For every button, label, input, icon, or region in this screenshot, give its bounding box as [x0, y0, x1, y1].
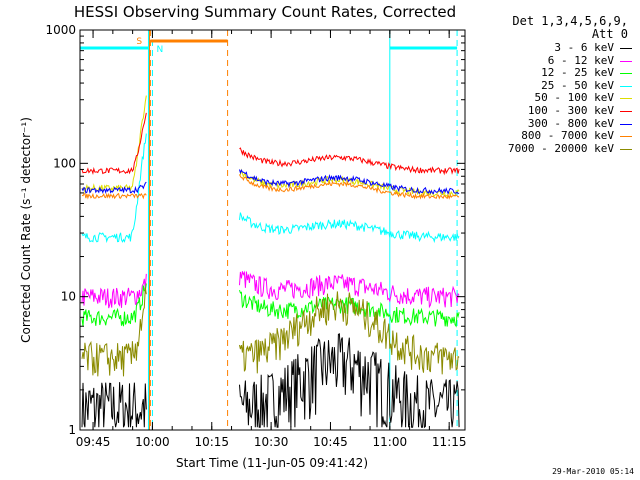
legend-swatch — [620, 148, 632, 150]
series-line-7-segment-1 — [81, 181, 147, 195]
series-line-6-segment-1 — [81, 112, 147, 176]
legend-swatch — [620, 136, 632, 138]
x-tick-label: 11:15 — [432, 435, 467, 449]
x-tick-label: 10:30 — [254, 435, 289, 449]
series-line-5-segment-1 — [81, 95, 147, 194]
legend-header-line-1: Det 1,3,4,5,6,9, — [512, 14, 628, 28]
legend-item-label: 300 - 800 keV — [527, 116, 614, 130]
generated-timestamp: 29-Mar-2010 05:14 — [552, 467, 634, 476]
x-axis-label: Start Time (11-Jun-05 09:41:42) — [176, 456, 368, 470]
legend-item-label: 800 - 7000 keV — [521, 129, 614, 143]
legend-item-label: 12 - 25 keV — [541, 66, 614, 80]
plot-frame — [79, 29, 466, 431]
series-line-8-segment-1 — [81, 192, 147, 200]
legend-swatch — [620, 73, 632, 75]
series-line-1-segment-1 — [81, 382, 147, 428]
legend-swatch — [620, 85, 632, 87]
legend-swatch — [620, 123, 632, 125]
legend-swatch — [620, 60, 632, 62]
x-tick-label: 09:45 — [76, 435, 111, 449]
series-line-6-segment-2 — [239, 147, 460, 176]
series-line-1-segment-2 — [239, 333, 460, 429]
series-line-3-segment-2 — [239, 289, 460, 328]
legend-item-label: 100 - 300 keV — [527, 104, 614, 117]
legend-swatch — [620, 111, 632, 112]
x-tick-label: 10:15 — [194, 435, 229, 449]
legend-header-line-2: Att 0 — [591, 27, 628, 41]
x-tick-label: 10:00 — [135, 435, 170, 449]
series-line-2-segment-2 — [239, 270, 460, 309]
chart-title: HESSI Observing Summary Count Rates, Cor… — [74, 3, 456, 21]
x-tick-label: 11:00 — [373, 435, 408, 449]
series-line-7-segment-2 — [239, 169, 460, 195]
x-tick-label: 10:45 — [313, 435, 348, 449]
legend-item-label: 25 - 50 keV — [541, 78, 614, 92]
legend-item-label: 6 - 12 keV — [547, 53, 614, 67]
series-line-9-segment-1 — [81, 287, 147, 377]
y-tick-label: 1 — [68, 423, 76, 437]
y-tick-label: 1000 — [45, 23, 76, 37]
y-tick-label: 10 — [61, 290, 76, 304]
y-tick-label: 100 — [53, 156, 76, 170]
series-line-3-segment-1 — [81, 283, 147, 327]
legend-swatch — [620, 98, 632, 100]
y-axis-label: Corrected Count Rate (s⁻¹ detector⁻¹) — [19, 117, 33, 343]
legend-swatch — [620, 48, 632, 49]
series-line-4-segment-2 — [239, 212, 460, 244]
legend-item-label: 3 - 6 keV — [554, 41, 614, 54]
series-line-9-segment-2 — [239, 291, 460, 375]
series-line-8-segment-2 — [239, 174, 460, 200]
series-line-2-segment-1 — [81, 273, 147, 309]
legend-item-label: 7000 - 20000 keV — [508, 141, 614, 155]
legend-item-label: 50 - 100 keV — [534, 91, 614, 105]
saa-label: S — [136, 37, 142, 47]
series-line-4-segment-1 — [81, 133, 147, 244]
night-label: N — [156, 45, 163, 55]
